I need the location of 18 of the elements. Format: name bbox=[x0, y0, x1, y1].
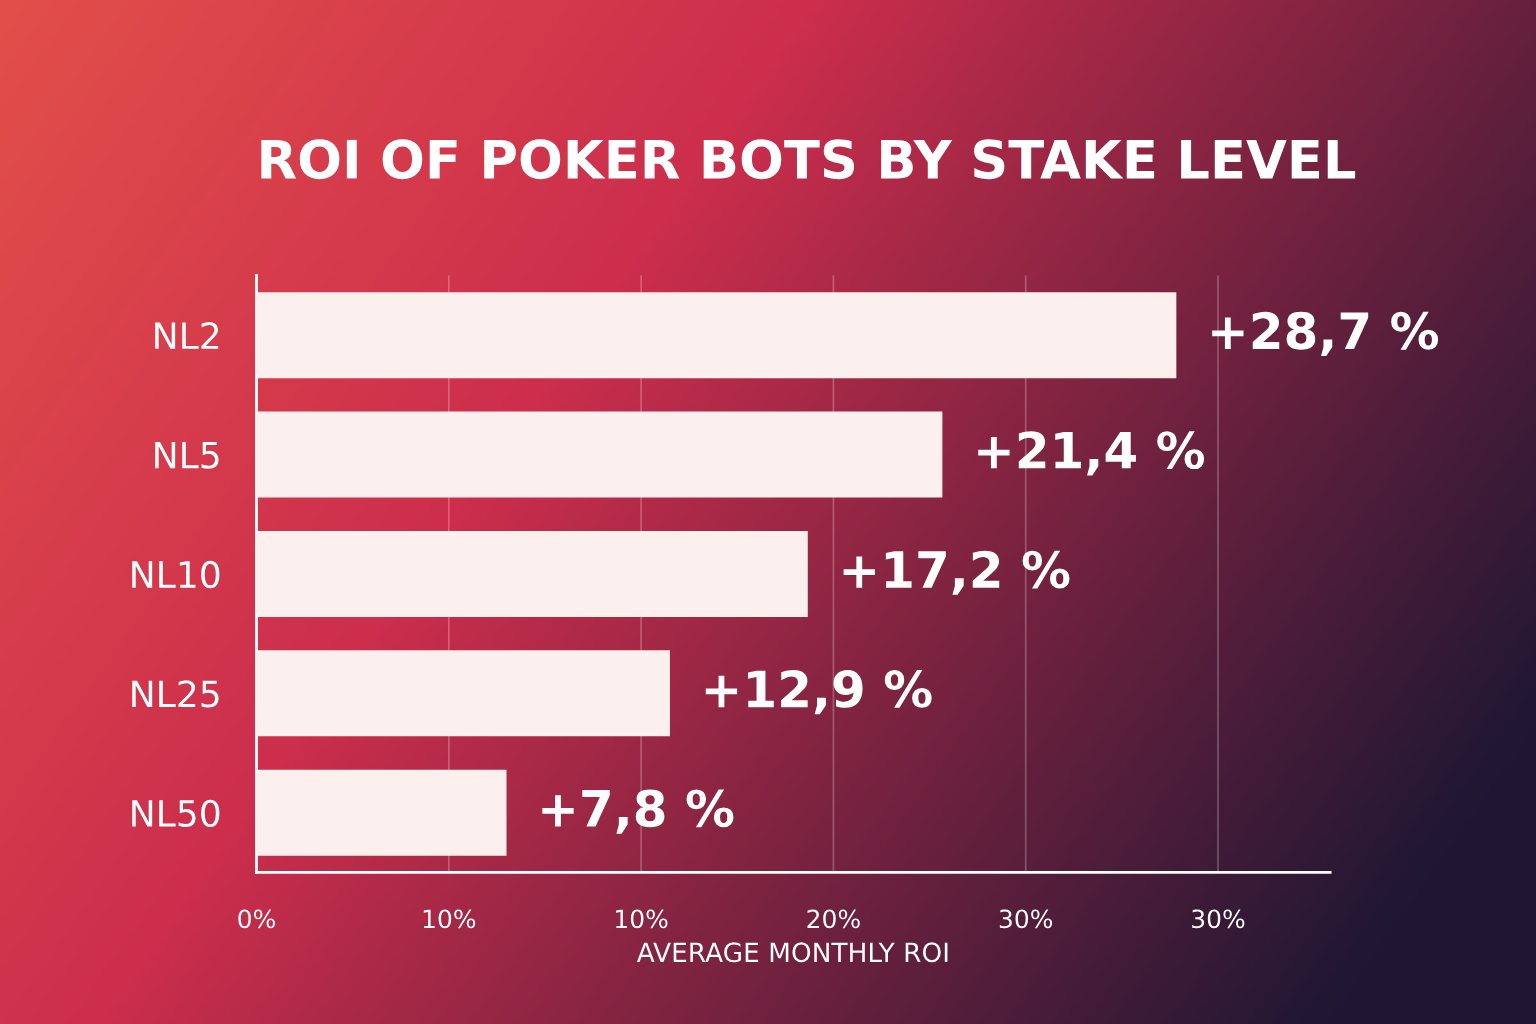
y-tick-label: NL10 bbox=[132, 560, 220, 589]
y-tick-label: NL2 bbox=[155, 322, 219, 349]
y-tick-label: NL5 bbox=[155, 441, 219, 469]
text: 10% bbox=[616, 909, 668, 929]
y-tick-label: NL50 bbox=[132, 799, 220, 827]
text: 30% bbox=[999, 909, 1053, 929]
data-label: +7,8 % bbox=[542, 789, 734, 834]
y-tick-label: NL25 bbox=[132, 680, 219, 708]
data-label: +12,9 % bbox=[705, 670, 932, 715]
text: 20% bbox=[807, 909, 860, 929]
text: 10% bbox=[423, 909, 476, 929]
x-axis-title: AVERAGE MONTHLY ROI bbox=[636, 942, 948, 963]
chart-title: ROI OF POKER BOTS BY STAKE LEVEL bbox=[261, 139, 1356, 180]
text: 0% bbox=[238, 909, 275, 929]
data-label: +28,7 % bbox=[1212, 311, 1439, 357]
data-label: +17,2 % bbox=[843, 550, 1070, 595]
data-label: +21,4 % bbox=[978, 431, 1205, 476]
text: 30% bbox=[1192, 909, 1245, 929]
